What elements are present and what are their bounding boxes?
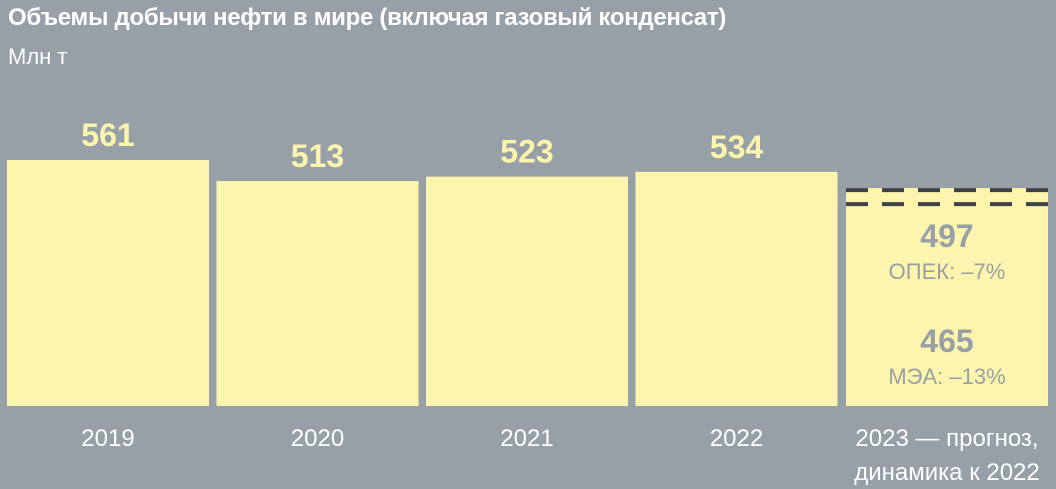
bar-forecast-2023 — [846, 188, 1048, 406]
chart-title: Объемы добычи нефти в мире (включая газо… — [8, 4, 727, 31]
value-label-2020: 513 — [291, 138, 344, 174]
tick-label-2020: 2020 — [291, 425, 344, 452]
bar-2020 — [216, 181, 419, 406]
bar-2022 — [635, 171, 838, 406]
tick-label-2021: 2021 — [500, 425, 553, 452]
bar-2019 — [7, 160, 209, 406]
forecast-value-label-0: 497 — [920, 218, 973, 254]
forecast-source-label-1: МЭА: –13% — [888, 364, 1005, 389]
value-label-2021: 523 — [500, 134, 553, 170]
value-label-2022: 534 — [710, 129, 764, 165]
forecast-source-label-0: ОПЕК: –7% — [889, 259, 1006, 284]
value-label-2019: 561 — [81, 117, 134, 153]
tick-label-2022: 2022 — [710, 425, 763, 452]
tick-label-2019: 2019 — [81, 425, 134, 452]
chart-subtitle: Млн т — [8, 44, 68, 69]
bar-2021 — [426, 176, 628, 406]
forecast-value-label-1: 465 — [920, 323, 973, 359]
tick-label-2023-line2: динамика к 2022 — [854, 459, 1040, 486]
tick-label-2023-line1: 2023 — прогноз, — [855, 425, 1038, 452]
